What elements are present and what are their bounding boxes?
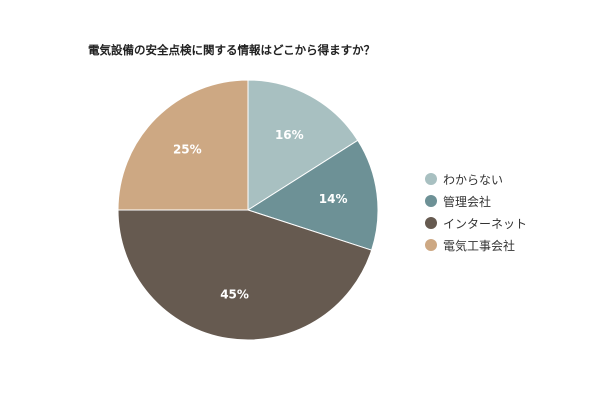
legend-item-1: わからない — [425, 168, 527, 190]
slice-label-2: 14% — [319, 192, 348, 206]
legend-swatch — [425, 173, 437, 185]
chart-title: 電気設備の安全点検に関する情報はどこから得ますか？ — [88, 43, 376, 57]
pie-slice-2 — [246, 139, 379, 251]
pie-slice-4 — [117, 79, 249, 211]
legend-item-2: 管理会社 — [425, 190, 527, 212]
legend: わからない管理会社インターネット 電気工事会社 — [425, 168, 527, 256]
legend-label: 管理会社 — [443, 194, 492, 209]
legend-swatch — [425, 217, 437, 229]
slice-label-3: 45% — [220, 288, 249, 302]
legend-swatch — [425, 195, 437, 207]
legend-item-3: インターネット — [425, 212, 527, 234]
legend-label: わからない — [443, 172, 504, 187]
slice-label-4: 25% — [173, 142, 202, 156]
legend-swatch — [425, 239, 437, 251]
pie-slice-1 — [247, 79, 359, 211]
slice-label-1: 16% — [275, 128, 304, 142]
legend-label: 電気工事会社 — [443, 238, 516, 253]
legend-label: インターネット — [443, 216, 528, 231]
pie-slice-3 — [117, 209, 373, 341]
legend-item-4: 電気工事会社 — [425, 234, 527, 256]
